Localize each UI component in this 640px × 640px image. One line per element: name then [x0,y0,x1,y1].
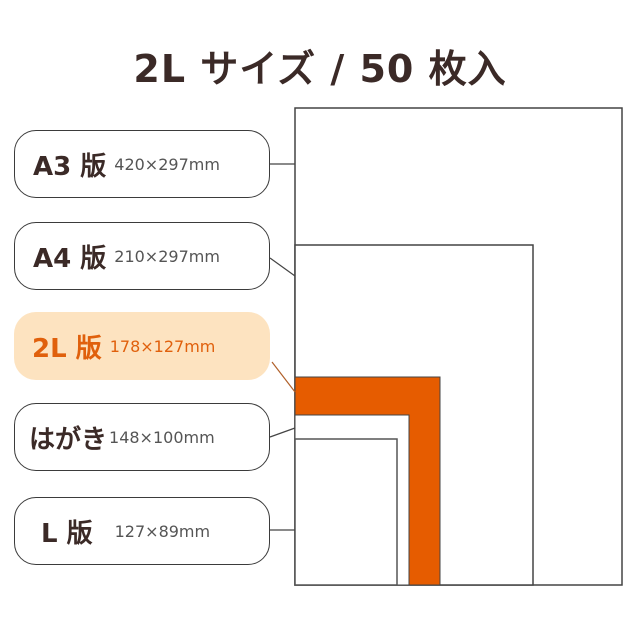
size-label-a3: A3 版 420×297mm [14,130,270,198]
connector-hagaki [269,427,296,438]
size-dims: 178×127mm [109,336,216,356]
connector-a4 [269,257,296,277]
size-name: 2L 版 [32,333,102,364]
l-rect [294,438,398,586]
size-name: A4 版 [33,243,107,274]
size-name: はがき [29,424,108,455]
size-label-hagaki: はがき 148×100mm [14,403,270,471]
page-title: 2L サイズ / 50 枚入 [133,47,507,91]
size-name: A3 版 [33,151,107,182]
size-label-a4: A4 版 210×297mm [14,222,270,290]
size-dims: 420×297mm [114,154,220,174]
connector-2l [271,361,296,393]
size-label-2l: 2L 版 178×127mm [14,312,270,380]
size-dims: 148×100mm [109,427,215,447]
size-dims: 210×297mm [114,246,220,266]
size-label-l: L 版 127×89mm [14,497,270,565]
size-dims: 127×89mm [114,521,211,541]
size-name: L 版 [41,518,93,549]
